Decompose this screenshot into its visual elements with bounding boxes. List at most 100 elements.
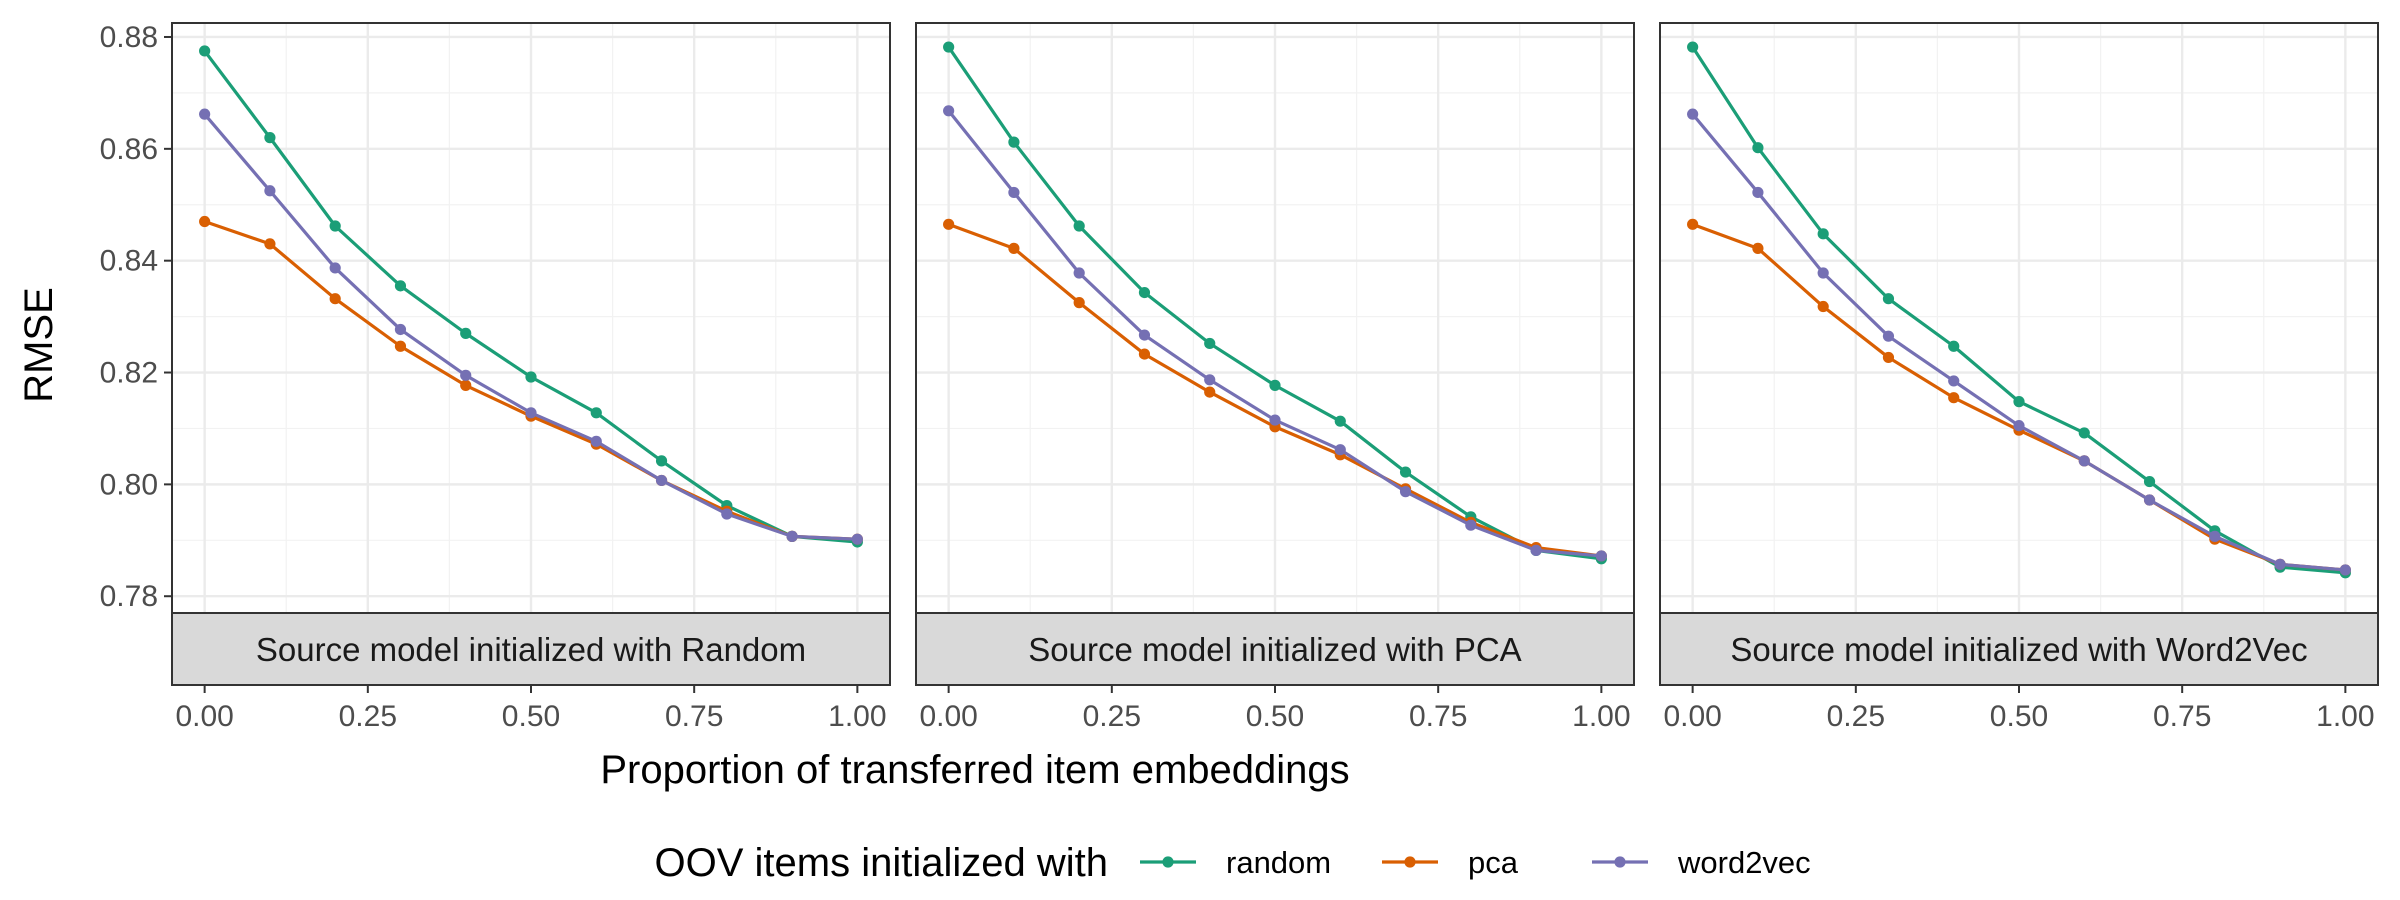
data-point-word2vec <box>264 185 276 197</box>
data-point-random <box>1138 286 1151 299</box>
data-point-random <box>1948 340 1960 352</box>
data-point-word2vec <box>943 105 955 117</box>
data-point-pca <box>1882 351 1895 364</box>
data-point-word2vec <box>851 533 863 545</box>
data-point-word2vec <box>329 262 341 274</box>
data-point-pca <box>199 215 211 228</box>
panel-3: Source model initialized with Word2Vec 0.… <box>1659 22 2379 733</box>
panel-1: Source model initialized with Random 0.00… <box>171 22 891 733</box>
data-point-random <box>1752 142 1764 154</box>
data-point-word2vec <box>1595 550 1607 562</box>
y-tick-label: 0.88 <box>100 21 158 54</box>
facet-strip <box>915 612 1635 686</box>
legend-entry-pca: pca <box>1382 845 1519 880</box>
data-point-word2vec <box>1334 444 1346 456</box>
data-point-word2vec <box>199 108 211 120</box>
data-point-pca <box>1204 386 1216 398</box>
data-point-random <box>1817 228 1829 240</box>
y-tick-label: 0.82 <box>100 357 158 390</box>
data-point-random <box>2013 396 2025 408</box>
x-tick-label: 1.00 <box>2316 700 2374 733</box>
data-point-word2vec <box>590 435 602 447</box>
facet-strip-label: Source model initialized with Random <box>256 631 806 668</box>
legend-key-point-random <box>1162 856 1174 868</box>
data-point-pca <box>1008 242 1020 254</box>
data-point-word2vec <box>2078 455 2090 467</box>
data-point-word2vec <box>2143 494 2156 506</box>
facet-strip-label: Source model initialized with PCA <box>1028 631 1521 668</box>
data-point-random <box>943 41 955 53</box>
facet-strip <box>171 612 891 686</box>
x-tick-label: 1.00 <box>1572 700 1630 733</box>
x-tick-label: 0.50 <box>1246 700 1304 733</box>
facet-strip-label: Source model initialized with Word2Vec <box>1730 631 2307 668</box>
data-point-pca <box>1752 242 1764 254</box>
data-point-word2vec <box>1948 375 1960 387</box>
data-point-pca <box>1687 218 1699 230</box>
x-tick-label: 0.75 <box>2153 700 2211 733</box>
data-point-word2vec <box>1817 267 1829 279</box>
x-tick-label: 0.00 <box>1663 700 1721 733</box>
legend-entry-random: random <box>1140 845 1331 880</box>
data-point-word2vec <box>1073 267 1085 279</box>
x-tick-label: 0.50 <box>1990 700 2048 733</box>
data-point-word2vec <box>2209 530 2221 542</box>
y-tick-label: 0.86 <box>100 133 158 166</box>
data-point-random <box>1204 337 1216 350</box>
data-point-word2vec <box>1269 414 1281 426</box>
data-point-word2vec <box>655 474 668 487</box>
data-point-random <box>1334 415 1346 427</box>
data-point-word2vec <box>1465 519 1477 531</box>
data-point-random <box>655 455 668 467</box>
legend-label-pca: pca <box>1468 845 1519 880</box>
x-tick-label: 0.25 <box>339 700 397 733</box>
y-axis-title: RMSE <box>17 287 61 403</box>
data-point-pca <box>264 238 276 250</box>
data-point-word2vec <box>1138 329 1151 341</box>
x-tick-label: 0.75 <box>1409 700 1467 733</box>
panel-2: Source model initialized with PCA 0.00 0.2… <box>915 22 1635 733</box>
data-point-random <box>1687 41 1699 53</box>
x-tick-label: 0.25 <box>1083 700 1141 733</box>
data-point-pca <box>1817 300 1829 313</box>
data-point-random <box>1269 379 1281 391</box>
data-point-pca <box>1073 297 1085 309</box>
y-tick-label: 0.84 <box>100 245 158 278</box>
data-point-random <box>590 407 602 419</box>
legend-label-random: random <box>1226 845 1331 880</box>
facet-strip <box>1659 612 2379 686</box>
x-tick-label: 0.75 <box>665 700 723 733</box>
data-point-word2vec <box>2339 564 2351 576</box>
x-tick-label: 0.50 <box>502 700 560 733</box>
data-point-pca <box>394 340 407 352</box>
legend: OOV items initialized with random pca word… <box>655 841 1811 885</box>
data-point-pca <box>329 293 341 305</box>
data-point-random <box>1073 220 1085 232</box>
data-point-word2vec <box>786 530 798 542</box>
y-tick-label: 0.80 <box>100 468 158 501</box>
data-point-pca <box>1948 392 1960 404</box>
data-point-word2vec <box>1687 108 1699 120</box>
x-axis-title: Proportion of transferred item embedding… <box>600 748 1349 792</box>
data-point-word2vec <box>1399 486 1412 498</box>
legend-entry-word2vec: word2vec <box>1592 845 1811 880</box>
y-tick-label: 0.78 <box>100 580 158 613</box>
x-tick-label: 1.00 <box>828 700 886 733</box>
data-point-random <box>1008 136 1020 148</box>
data-point-random <box>460 327 472 339</box>
data-point-word2vec <box>525 407 537 419</box>
data-point-random <box>199 45 211 57</box>
data-point-pca <box>460 379 472 391</box>
data-point-random <box>2078 427 2090 439</box>
data-point-word2vec <box>1204 374 1216 386</box>
data-point-word2vec <box>2274 558 2286 570</box>
legend-key-point-pca <box>1404 856 1416 868</box>
data-point-pca <box>1138 348 1151 360</box>
data-point-random <box>264 132 276 144</box>
data-point-random <box>525 371 537 383</box>
data-point-random <box>2143 475 2156 488</box>
data-point-word2vec <box>1752 186 1764 199</box>
data-point-word2vec <box>721 508 733 520</box>
x-tick-label: 0.25 <box>1827 700 1885 733</box>
